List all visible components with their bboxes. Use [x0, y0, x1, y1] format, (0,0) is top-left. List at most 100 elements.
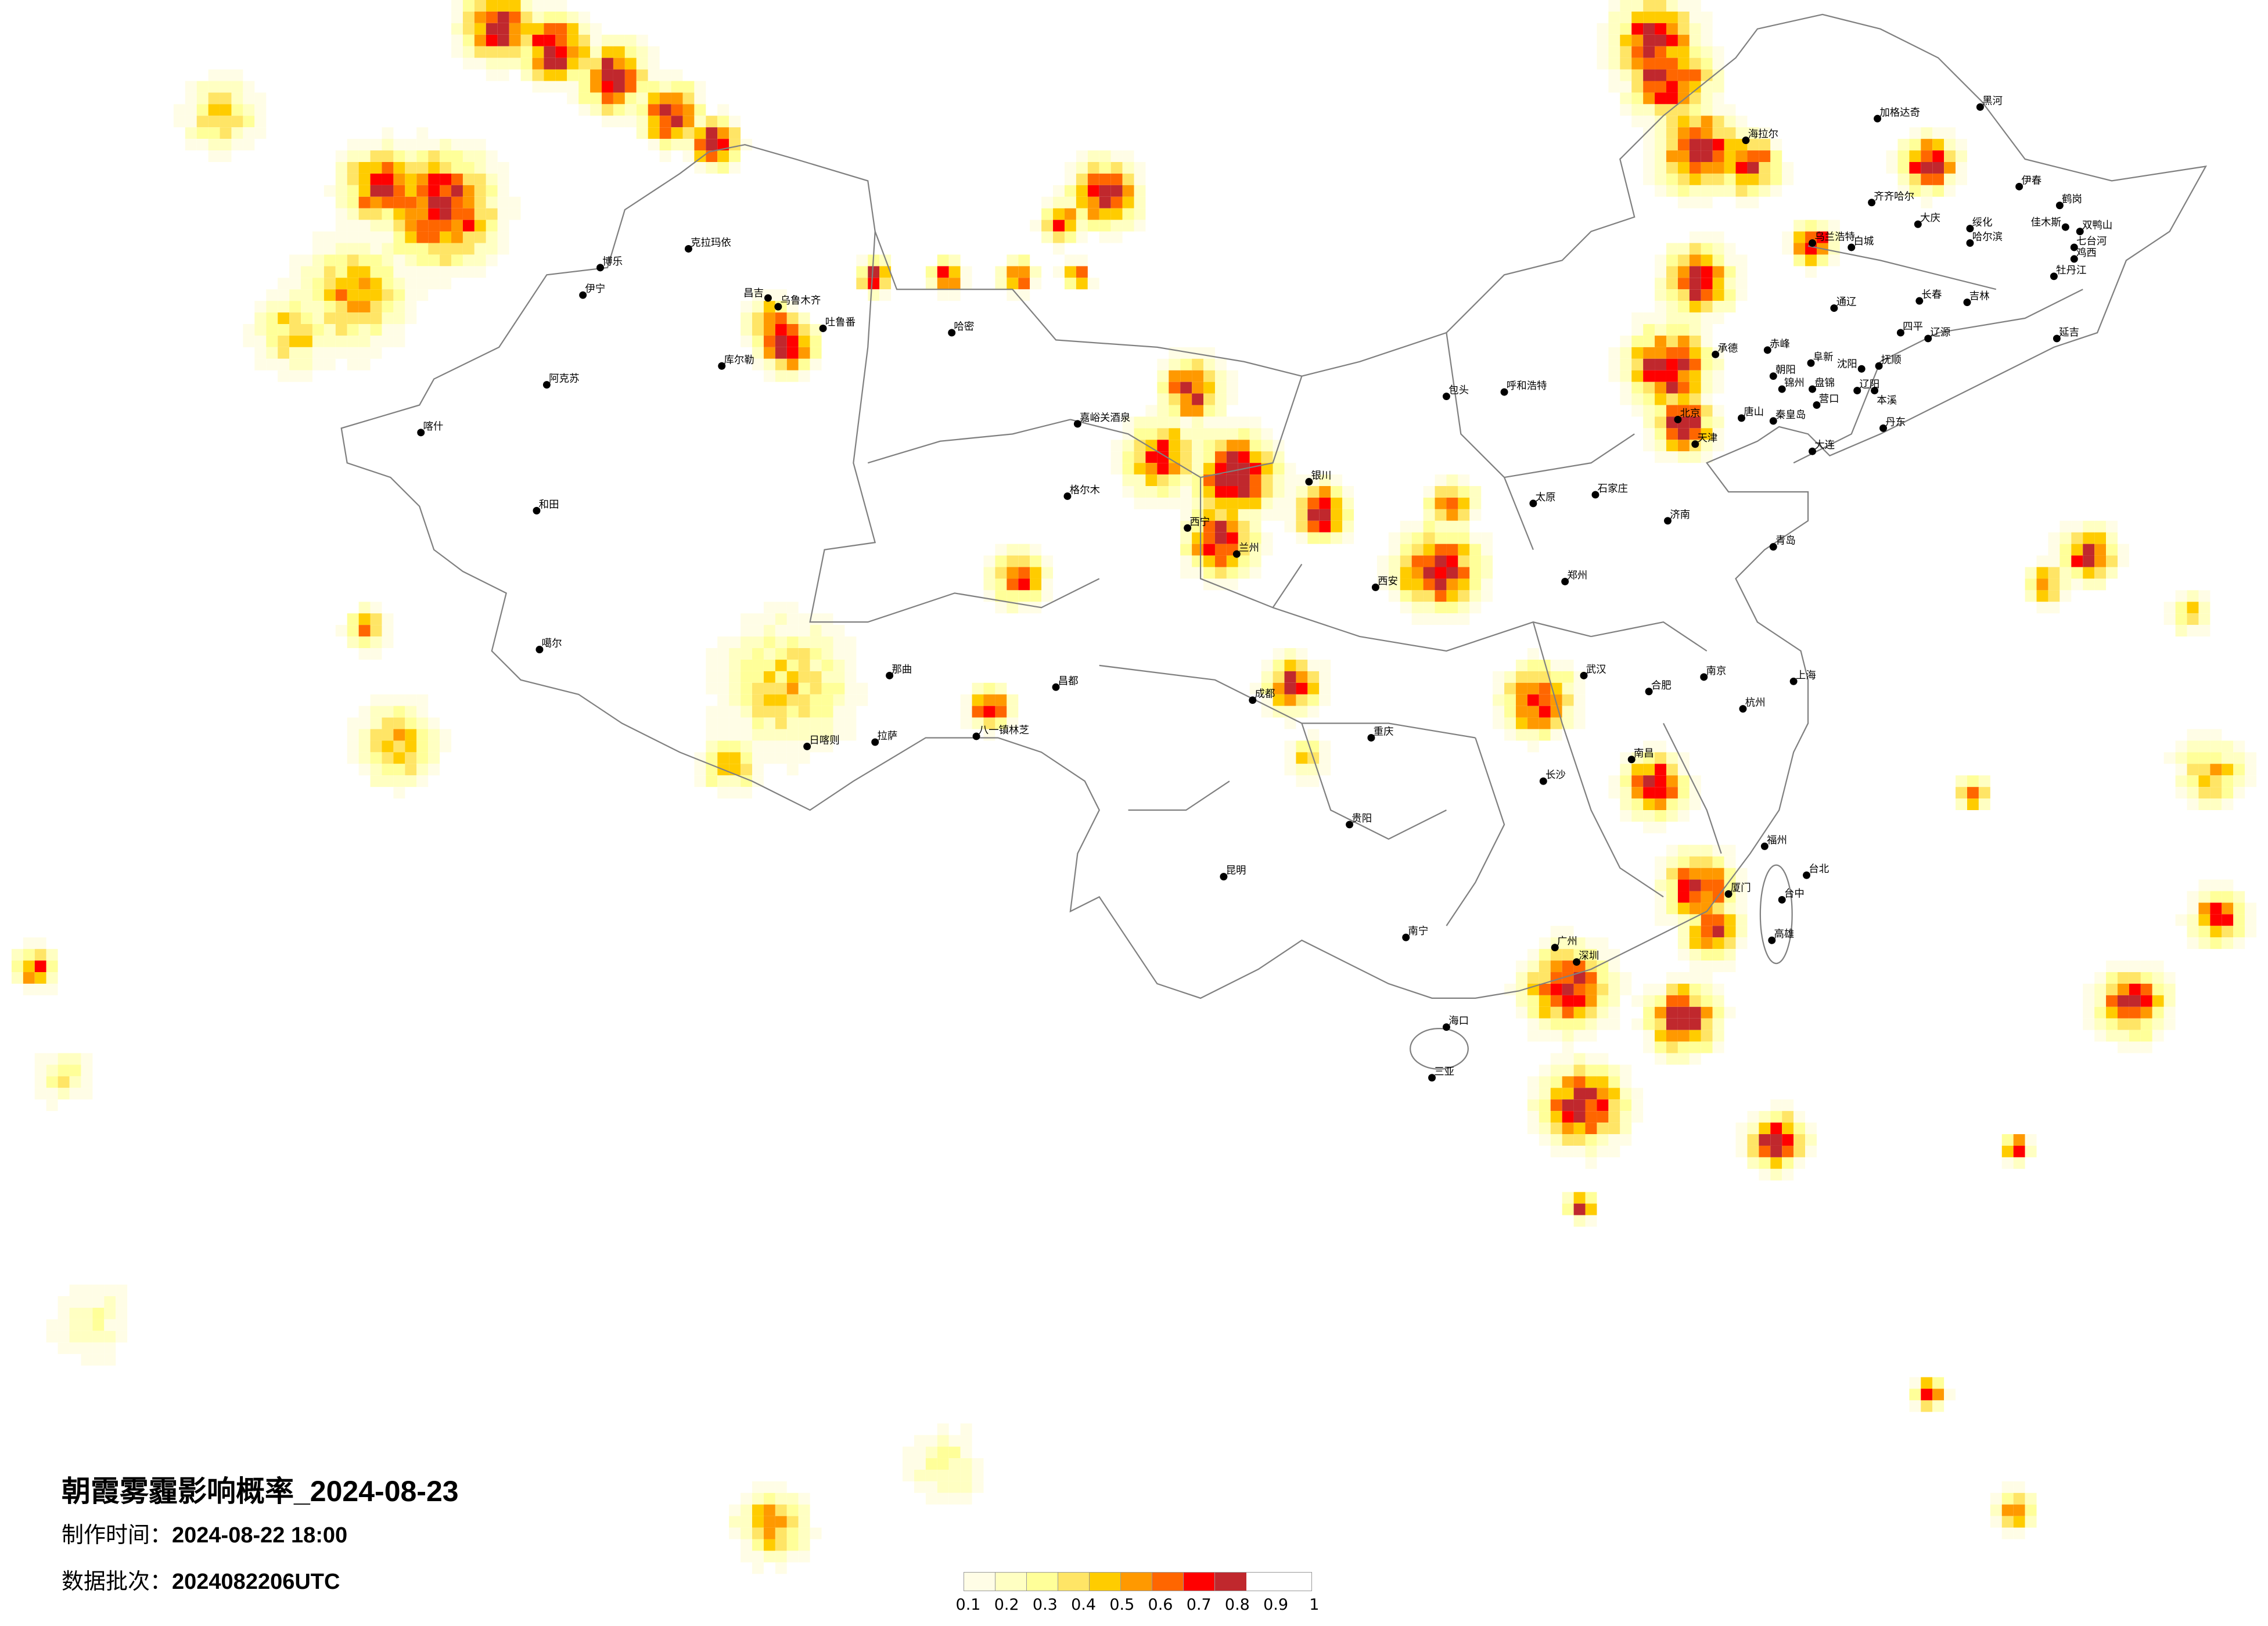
probability-cell [1689, 116, 1701, 128]
probability-cell [324, 347, 336, 359]
probability-cell [983, 555, 995, 567]
probability-cell [1180, 474, 1192, 487]
city-marker: 昆明 [1220, 865, 1246, 881]
probability-cell [1712, 879, 1724, 891]
probability-cell [1677, 868, 1690, 880]
probability-cell [1666, 127, 1678, 139]
probability-cell [741, 625, 753, 637]
probability-cell [1712, 185, 1724, 197]
probability-cell [2233, 902, 2245, 915]
probability-cell [2106, 972, 2118, 984]
probability-cell [1087, 162, 1099, 174]
probability-cell [775, 1562, 787, 1574]
probability-cell [983, 578, 995, 591]
probability-cell [2013, 1527, 2025, 1539]
probability-cell [775, 335, 787, 347]
city-dot [1809, 239, 1816, 247]
probability-cell [1273, 463, 1285, 475]
city-label: 上海 [1796, 670, 1816, 681]
probability-cell [1562, 1041, 1574, 1053]
probability-cell [1689, 127, 1701, 139]
probability-cell [856, 694, 868, 706]
city-marker: 齐齐哈尔 [1868, 191, 1914, 207]
probability-cell [1666, 775, 1678, 787]
city-label: 伊春 [2021, 175, 2041, 186]
probability-cell [1724, 173, 1736, 185]
probability-cell [324, 231, 336, 243]
probability-cell [1666, 1053, 1678, 1065]
probability-cell [775, 613, 787, 625]
probability-cell [312, 254, 324, 267]
probability-cell [382, 173, 394, 185]
probability-cell [1770, 1157, 1782, 1169]
probability-cell [960, 1481, 972, 1493]
probability-cell [1759, 127, 1771, 139]
probability-cell [1677, 46, 1690, 58]
probability-cell [2198, 729, 2211, 741]
probability-cell [1724, 150, 1736, 163]
probability-cell [1481, 532, 1493, 544]
probability-cell [1376, 555, 1389, 567]
probability-cell [741, 1492, 753, 1505]
probability-cell [1677, 358, 1690, 370]
probability-cell [1134, 474, 1146, 487]
probability-cell [925, 266, 937, 278]
probability-cell [752, 1562, 764, 1574]
city-dot [542, 381, 551, 389]
probability-cell [1608, 34, 1620, 46]
probability-cell [741, 613, 753, 625]
probability-cell [370, 243, 382, 255]
probability-cell [1712, 1030, 1724, 1042]
probability-cell [2094, 578, 2107, 591]
probability-cell [1921, 196, 1933, 208]
probability-cell [1747, 162, 1759, 174]
probability-cell [1214, 428, 1227, 440]
probability-cell [301, 335, 312, 347]
probability-cell [1192, 567, 1204, 579]
probability-cell [613, 92, 625, 105]
probability-cell [393, 185, 405, 197]
probability-cell [636, 104, 648, 116]
probability-cell [370, 173, 382, 185]
probability-cell [382, 312, 394, 325]
probability-cell [786, 613, 799, 625]
probability-cell [1458, 590, 1470, 602]
probability-cell [1643, 752, 1655, 764]
probability-cell [231, 139, 243, 151]
probability-cell [1666, 92, 1678, 105]
probability-cell [1643, 57, 1655, 70]
city-dot [1700, 673, 1708, 681]
probability-cell [2152, 995, 2164, 1007]
probability-cell [2210, 937, 2222, 949]
probability-cell [1550, 926, 1562, 938]
probability-cell [1643, 0, 1655, 12]
probability-cell [1712, 382, 1724, 394]
probability-cell [1157, 486, 1169, 498]
probability-cell [752, 613, 764, 625]
probability-cell [1689, 1018, 1701, 1030]
probability-cell [1573, 1030, 1586, 1042]
probability-cell [382, 150, 394, 163]
probability-cell [1655, 983, 1666, 995]
probability-cell [57, 1342, 70, 1354]
probability-cell [2163, 602, 2176, 614]
probability-cell [1655, 347, 1666, 359]
probability-cell [1735, 173, 1748, 185]
probability-cell [81, 1088, 93, 1100]
probability-cell [486, 173, 498, 185]
probability-cell [995, 555, 1007, 567]
probability-cell [741, 740, 753, 753]
probability-cell [1076, 208, 1088, 220]
probability-cell [1724, 139, 1736, 151]
probability-cell [1053, 208, 1065, 220]
probability-cell [196, 92, 209, 105]
probability-cell [995, 266, 1007, 278]
probability-cell [1782, 1111, 1794, 1123]
probability-cell [1562, 1006, 1574, 1019]
probability-cell [451, 266, 463, 278]
probability-cell [428, 139, 440, 151]
probability-cell [1701, 440, 1713, 452]
probability-cell [636, 34, 648, 46]
probability-cell [2187, 914, 2199, 926]
probability-cell [775, 706, 787, 718]
